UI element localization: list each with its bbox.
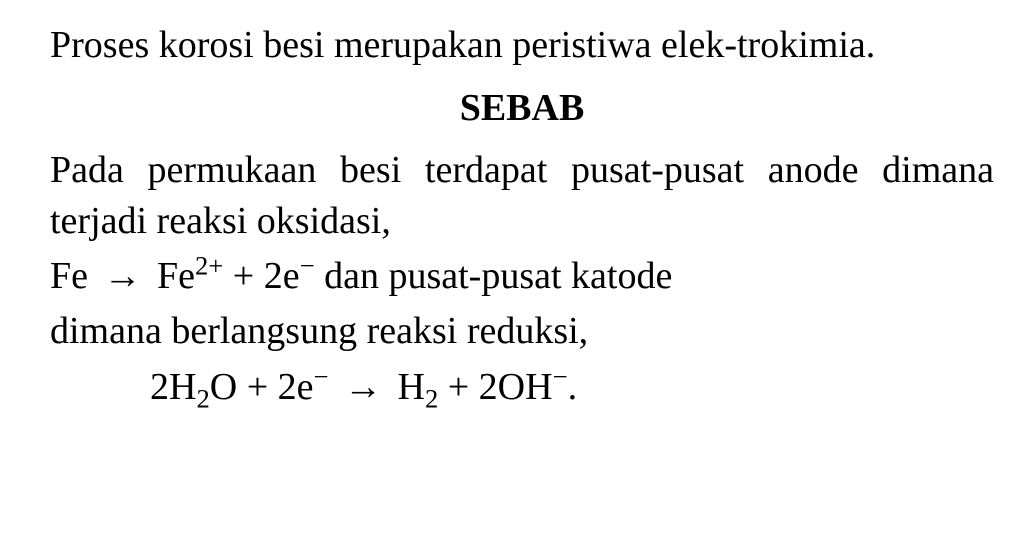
- paragraph-3: dimana berlangsung reaksi reduksi,: [50, 306, 994, 357]
- eq2-h2o-h: 2H: [150, 366, 196, 408]
- eq1-tail-text: dan pusat-pusat katode: [315, 255, 673, 297]
- eq2-plus-oh: + 2OH: [438, 366, 552, 408]
- paragraph-2: Pada permukaan besi terdapat pusat-pusat…: [50, 145, 994, 248]
- eq1-fe-charge: 2+: [195, 251, 223, 281]
- eq2-sub-2a: 2: [196, 383, 209, 413]
- eq2-oh-charge: −: [553, 361, 568, 391]
- eq1-electron-charge: −: [300, 251, 315, 281]
- arrow-icon: →: [344, 362, 382, 413]
- equation-2-line: 2H2O + 2e− → H2 + 2OH−.: [50, 362, 994, 413]
- eq2-period: .: [568, 366, 578, 408]
- eq2-sub-2b: 2: [425, 383, 438, 413]
- eq1-fe-ion: Fe: [157, 255, 195, 297]
- sebab-heading: SEBAB: [50, 83, 994, 134]
- eq1-plus-electrons: + 2e: [223, 255, 299, 297]
- document-body: Proses korosi besi merupakan peristiwa e…: [50, 20, 994, 413]
- arrow-icon: →: [104, 251, 142, 302]
- equation-1-line: Fe → Fe2+ + 2e− dan pusat-pusat katode: [50, 251, 994, 302]
- eq2-electron-charge: −: [314, 361, 329, 391]
- paragraph-1: Proses korosi besi merupakan peristiwa e…: [50, 20, 994, 71]
- eq1-lhs: Fe: [50, 255, 88, 297]
- eq2-o-plus-e: O + 2e: [210, 366, 314, 408]
- eq2-h2-h: H: [388, 366, 425, 408]
